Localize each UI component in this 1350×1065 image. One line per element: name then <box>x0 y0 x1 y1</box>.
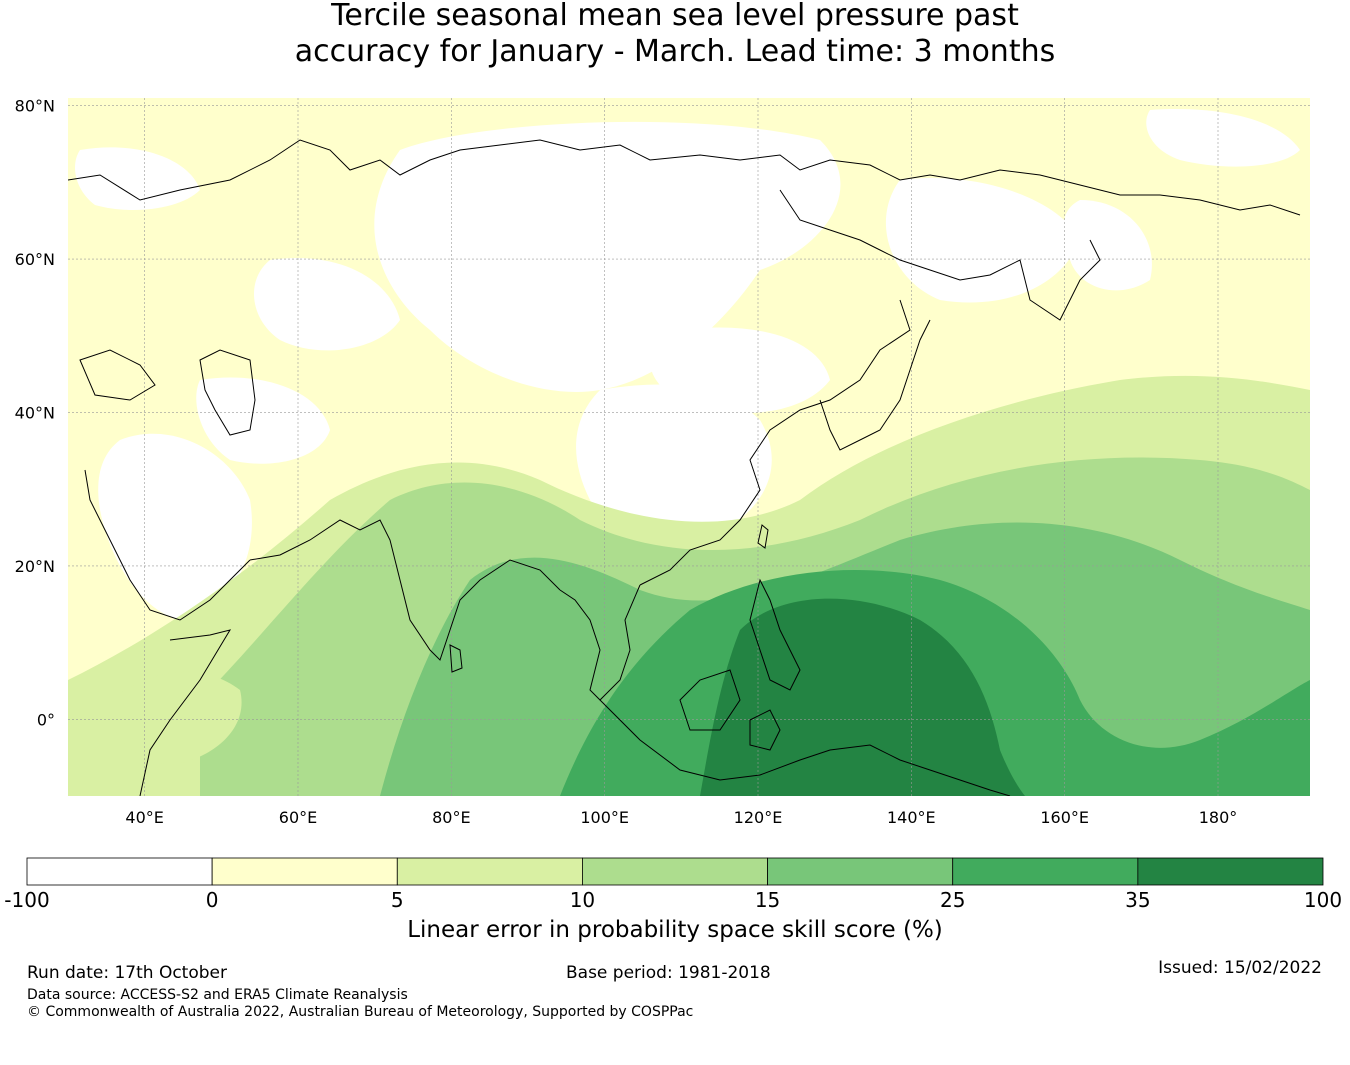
coast-philippines <box>749 578 801 691</box>
lon-label: 120°E <box>734 808 783 827</box>
shade-35-100 <box>700 598 1025 796</box>
colorbar-tick: 15 <box>754 888 781 912</box>
coast-taiwan <box>757 524 769 549</box>
lat-label: 20°N <box>15 557 55 576</box>
coast-indochina <box>559 584 641 701</box>
coast-black-sea <box>79 349 156 401</box>
colorbar-tick: 10 <box>569 888 596 912</box>
coast-sri-lanka <box>449 644 463 673</box>
lon-label: 60°E <box>279 808 317 827</box>
colorbar-tick: 5 <box>390 888 404 912</box>
shade-neg-arabia <box>98 433 252 620</box>
colorbar-tick: 35 <box>1125 888 1151 912</box>
shade-neg-iran <box>196 377 330 464</box>
coast-caspian <box>199 349 256 436</box>
issued-date: Issued: 15/02/2022 <box>1158 958 1322 978</box>
shade-neg-china <box>576 384 772 548</box>
coast-east-asia <box>779 189 1101 321</box>
lon-label: 40°E <box>125 808 163 827</box>
lon-label: 80°E <box>432 808 470 827</box>
shade-neg-mongolia <box>650 327 830 414</box>
colorbar-segment <box>1137 857 1324 886</box>
skill-shading <box>68 98 1310 796</box>
lon-label: 100°E <box>580 808 629 827</box>
lon-label: 160°E <box>1040 808 1089 827</box>
lat-label: 40°N <box>15 403 55 422</box>
colorbar-label: Linear error in probability space skill … <box>407 917 943 943</box>
colorbar-tick: 100 <box>1303 888 1343 912</box>
base-period: Base period: 1981-2018 <box>566 963 771 983</box>
lat-label: 0° <box>37 710 55 729</box>
coastlines <box>68 139 1301 796</box>
run-date: Run date: 17th October <box>27 963 227 983</box>
coast-china <box>639 299 911 586</box>
data-source: Data source: ACCESS-S2 and ERA5 Climate … <box>27 987 408 1003</box>
coast-arctic <box>68 139 1301 216</box>
coast-sulawesi <box>749 709 781 751</box>
colorbar-tick: -100 <box>4 888 50 912</box>
colorbar <box>26 857 1324 886</box>
coast-borneo <box>679 669 741 731</box>
map-title-line-1: Tercile seasonal mean sea level pressure… <box>331 0 1019 33</box>
coast-india <box>249 519 561 661</box>
graticule <box>68 98 1310 796</box>
shade-neg-central-asia <box>374 121 841 392</box>
coast-korea-japan <box>819 319 931 451</box>
lon-label: 180° <box>1199 808 1238 827</box>
coast-africa <box>139 629 232 796</box>
latitude-labels: 80°N 60°N 40°N 20°N 0° <box>15 97 55 730</box>
colorbar-segment <box>582 857 768 886</box>
shade-neg-north-pacific <box>1146 109 1300 167</box>
colorbar-segment <box>952 857 1139 886</box>
lon-label: 140°E <box>887 808 936 827</box>
coast-maritime <box>599 699 1011 796</box>
colorbar-segment <box>767 857 954 886</box>
shade-5-10-arabian-sea <box>109 671 242 765</box>
lat-label: 60°N <box>15 250 55 269</box>
copyright: © Commonwealth of Australia 2022, Austra… <box>27 1004 694 1020</box>
colorbar-segment <box>211 857 398 886</box>
colorbar-segment <box>26 857 213 886</box>
longitude-labels: 40°E 60°E 80°E 100°E 120°E 140°E 160°E 180° <box>125 808 1237 827</box>
lat-label: 80°N <box>15 97 55 116</box>
coast-arabia <box>84 469 251 621</box>
shade-neg-scandinavia <box>75 147 200 210</box>
colorbar-tick: 0 <box>205 888 219 912</box>
colorbar-tick: 25 <box>939 888 966 912</box>
colorbar-segment <box>396 857 583 886</box>
shade-neg-west-siberia <box>253 258 400 351</box>
map-title-line-2: accuracy for January - March. Lead time:… <box>294 34 1056 69</box>
shade-neg-kamchatka <box>1063 200 1152 291</box>
